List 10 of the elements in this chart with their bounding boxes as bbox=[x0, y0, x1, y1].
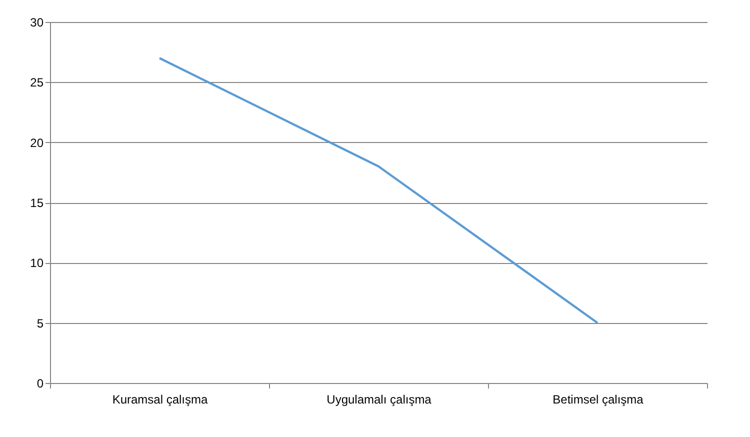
y-tick-label: 5 bbox=[36, 316, 44, 330]
y-tick-label: 10 bbox=[30, 256, 44, 270]
y-tick-label: 0 bbox=[36, 376, 44, 390]
x-tick-label: Uygulamalı çalışma bbox=[326, 392, 432, 406]
y-tick-label: 20 bbox=[30, 136, 44, 150]
y-tick-label: 15 bbox=[30, 196, 44, 210]
x-tick-label: Betimsel çalışma bbox=[552, 392, 644, 406]
x-tick-label: Kuramsal çalışma bbox=[112, 392, 208, 406]
y-tick-label: 25 bbox=[30, 76, 44, 90]
y-tick-label: 30 bbox=[30, 16, 44, 30]
